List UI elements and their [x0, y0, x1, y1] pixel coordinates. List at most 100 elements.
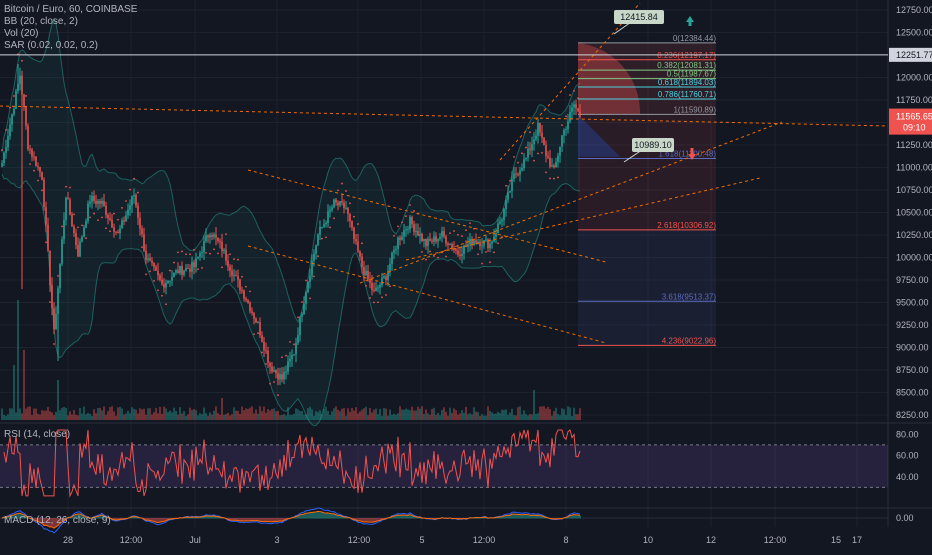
legend-vol[interactable]: Vol (20): [4, 28, 39, 39]
sar-dot: [45, 241, 47, 244]
sar-dot: [37, 179, 39, 182]
time-tick[interactable]: 3: [274, 535, 279, 545]
candle-body: [385, 276, 387, 280]
time-tick[interactable]: 12:00: [764, 535, 787, 545]
price-tick[interactable]: 11750.00: [896, 95, 932, 105]
candle-body: [305, 292, 307, 304]
sar-dot: [93, 212, 95, 215]
candle-body: [289, 358, 291, 362]
volume-bar: [219, 414, 221, 420]
macd-tick[interactable]: 0.00: [896, 513, 914, 523]
candle-body: [233, 275, 235, 277]
legend-symbol[interactable]: Bitcoin / Euro, 60, COINBASE: [4, 4, 138, 15]
macd-histogram-bar: [541, 515, 543, 519]
candle-body: [467, 244, 469, 247]
price-tick[interactable]: 8500.00: [896, 388, 929, 398]
time-axis[interactable]: 28 12:00 Jul 3 12:00 5 12:00 8 10 12 12:00 15 17: [63, 535, 862, 545]
time-tick[interactable]: 12:00: [120, 535, 143, 545]
sar-dot: [285, 354, 287, 357]
time-tick[interactable]: 12: [706, 535, 716, 545]
price-tick[interactable]: 11000.00: [896, 163, 932, 173]
price-tick[interactable]: 12500.00: [896, 28, 932, 38]
volume-bar: [289, 414, 291, 420]
low-callout-text: 10989.10: [634, 140, 672, 150]
time-tick[interactable]: 17: [852, 535, 862, 545]
candle-body: [239, 279, 241, 291]
candle-body: [159, 275, 161, 280]
price-tick[interactable]: 10750.00: [896, 185, 932, 195]
fib-level-label[interactable]: 3.618(9513.37): [662, 292, 717, 301]
time-tick[interactable]: 5: [419, 535, 424, 545]
volume-bar: [251, 406, 253, 420]
time-tick[interactable]: Jul: [189, 535, 201, 545]
macd-label[interactable]: MACD (12, 26, close, 9): [4, 515, 111, 526]
candle-body: [405, 229, 407, 231]
volume-bar: [529, 413, 531, 420]
macd-histogram-bar: [323, 512, 325, 519]
trend-line: [247, 245, 607, 344]
candle-body: [153, 262, 155, 267]
rsi-tick[interactable]: 60.00: [896, 451, 919, 461]
volume-bar: [305, 414, 307, 420]
sar-dot: [9, 106, 11, 109]
rsi-tick[interactable]: 40.00: [896, 472, 919, 482]
price-tick[interactable]: 9000.00: [896, 343, 929, 353]
macd-histogram-bar: [269, 518, 271, 523]
legend-sar[interactable]: SAR (0.02, 0.02, 0.2): [4, 40, 98, 51]
macd-histogram-bar: [273, 518, 275, 522]
volume-bar: [19, 408, 21, 420]
price-tick[interactable]: 10250.00: [896, 230, 932, 240]
fib-level-label[interactable]: 4.236(9022.96): [662, 336, 717, 345]
candle-body: [209, 235, 211, 238]
fib-level-label[interactable]: 0(12384.44): [673, 34, 716, 43]
macd-histogram-bar: [133, 516, 135, 519]
price-tick[interactable]: 10000.00: [896, 253, 932, 263]
price-tick[interactable]: 10500.00: [896, 208, 932, 218]
sar-dot: [289, 340, 291, 343]
sar-dot: [97, 219, 99, 221]
fib-level-label[interactable]: 1(11590.89): [673, 105, 716, 114]
price-tick[interactable]: 12750.00: [896, 5, 932, 15]
candle-body: [399, 237, 401, 240]
candle-body: [113, 227, 115, 232]
price-tick[interactable]: 11250.00: [896, 140, 932, 150]
candle-body: [205, 235, 207, 242]
sar-dot: [153, 279, 155, 282]
rsi-tick[interactable]: 80.00: [896, 429, 919, 439]
time-tick[interactable]: 10: [643, 535, 653, 545]
volume-bar: [173, 407, 175, 420]
volume-bar: [369, 407, 371, 420]
time-tick[interactable]: 8: [563, 535, 568, 545]
volume-bar: [215, 406, 217, 420]
sar-dot: [325, 236, 327, 239]
volume-bar: [559, 415, 561, 420]
macd-histogram-bar: [415, 516, 417, 519]
fib-level-label[interactable]: 0.786(11760.71): [658, 90, 716, 99]
macd-histogram-bar: [191, 516, 193, 519]
time-tick[interactable]: 28: [63, 535, 73, 545]
volume-bar: [337, 409, 339, 420]
time-tick[interactable]: 12:00: [473, 535, 496, 545]
fib-level-label[interactable]: 2.618(10306.92): [657, 221, 716, 230]
candle-body: [379, 285, 381, 288]
fib-level-label[interactable]: 1.618(11100.48): [658, 149, 716, 158]
candle-body: [427, 238, 429, 246]
price-tick[interactable]: 8250.00: [896, 410, 929, 420]
price-tick[interactable]: 12000.00: [896, 73, 932, 83]
time-tick[interactable]: 15: [831, 535, 841, 545]
volume-bar: [379, 408, 381, 420]
price-axis[interactable]: 12750.00 12500.00 12000.00 11750.00 11250.00…: [889, 5, 932, 523]
price-tick[interactable]: 9250.00: [896, 320, 929, 330]
rsi-label[interactable]: RSI (14, close): [4, 429, 71, 440]
fib-level-label[interactable]: 0.5(11987.67): [667, 70, 717, 79]
fib-level-label[interactable]: 0.618(11894.03): [658, 78, 716, 87]
candle-body: [203, 241, 205, 253]
price-tick[interactable]: 9500.00: [896, 298, 929, 308]
fib-level-label[interactable]: 0.382(12081.31): [657, 61, 716, 70]
price-tick[interactable]: 9750.00: [896, 275, 929, 285]
price-tick[interactable]: 8750.00: [896, 365, 929, 375]
time-tick[interactable]: 12:00: [348, 535, 371, 545]
macd-histogram-bar: [23, 514, 25, 519]
legend-bb[interactable]: BB (20, close, 2): [4, 16, 78, 27]
